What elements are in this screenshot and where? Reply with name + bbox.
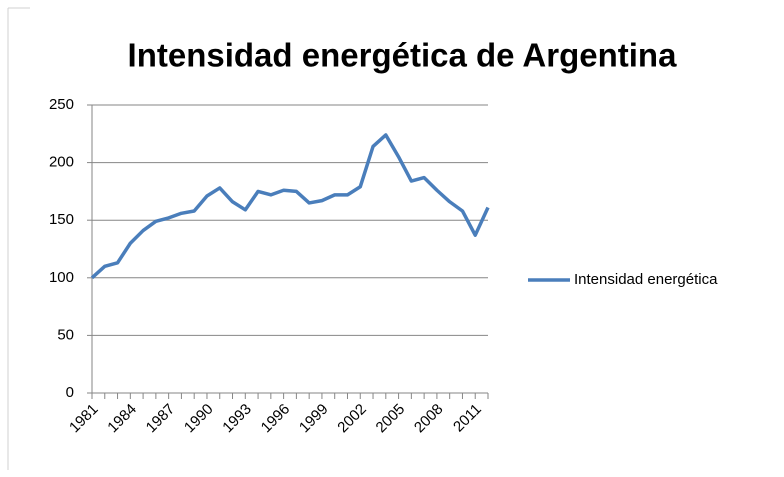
x-tick-label: 2005 bbox=[373, 401, 409, 437]
x-tick-label: 2002 bbox=[334, 401, 370, 437]
x-tick-label: 2011 bbox=[450, 401, 485, 436]
y-tick-label: 200 bbox=[49, 154, 74, 171]
x-tick-label: 2008 bbox=[411, 401, 447, 437]
y-tick-label: 100 bbox=[49, 269, 74, 286]
x-tick-label: 1981 bbox=[66, 401, 102, 437]
x-tick-label: 1993 bbox=[219, 401, 255, 437]
x-tick-label: 1996 bbox=[258, 401, 294, 437]
x-tick-label: 1984 bbox=[104, 401, 140, 437]
y-tick-label: 150 bbox=[49, 211, 74, 228]
x-tick-label: 1990 bbox=[181, 401, 217, 437]
y-tick-label: 50 bbox=[57, 326, 74, 343]
y-tick-label: 0 bbox=[66, 384, 74, 401]
y-tick-label: 250 bbox=[49, 96, 74, 113]
chart-title: Intensidad energética de Argentina bbox=[128, 37, 678, 74]
x-tick-label: 1999 bbox=[296, 401, 332, 437]
legend-label: Intensidad energética bbox=[574, 271, 718, 288]
x-tick-label: 1987 bbox=[143, 401, 179, 437]
data-line bbox=[90, 133, 490, 280]
